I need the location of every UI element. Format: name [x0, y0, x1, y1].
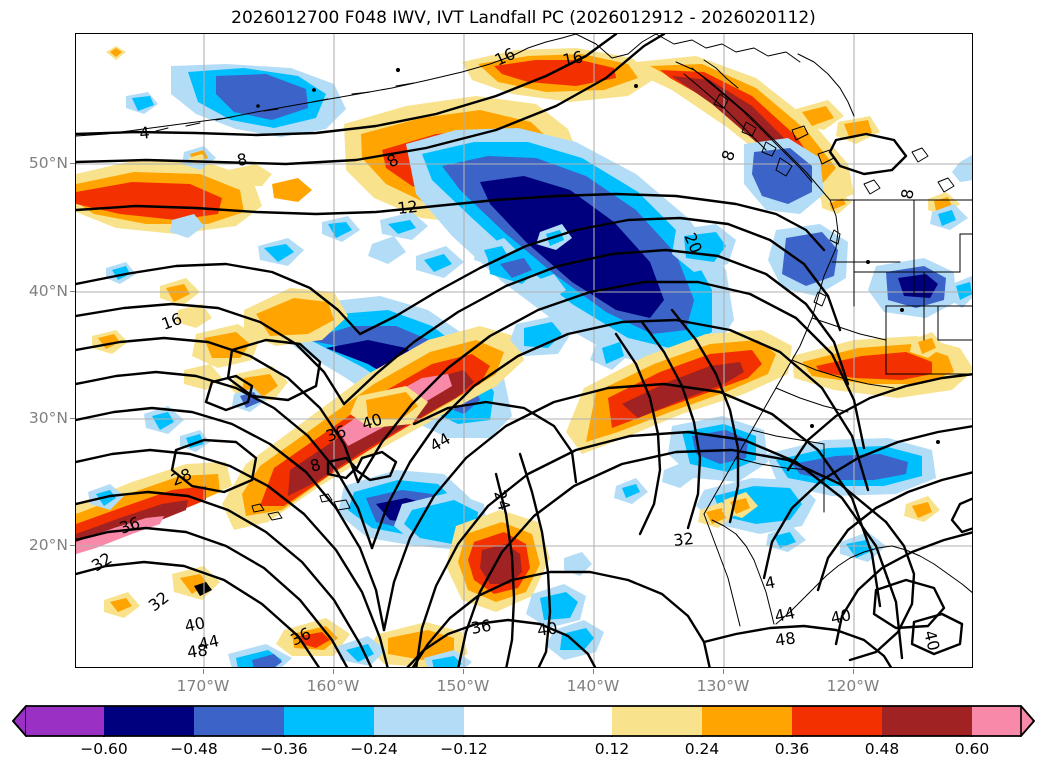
lat-tick-label-40n: 40°N — [28, 282, 68, 300]
lon-tick-130w — [723, 669, 725, 674]
map-plot-area[interactable]: 4 8 8 16 16 8 8 12 16 20 28 36 40 44 24 … — [75, 33, 973, 668]
svg-text:40: 40 — [920, 628, 943, 652]
svg-text:48: 48 — [186, 640, 209, 662]
colorbar-band-8 — [792, 706, 882, 736]
svg-text:44: 44 — [773, 603, 797, 626]
colorbar-tick-label-9: 0.60 — [954, 740, 990, 758]
colorbar-extend-max — [1020, 705, 1035, 737]
colorbar-tick-label-4: −0.12 — [440, 740, 488, 758]
lon-tick-label-150w: 150°W — [436, 677, 490, 695]
lat-tick-label-30n: 30°N — [28, 409, 68, 427]
lon-tick-label-120w: 120°W — [826, 677, 880, 695]
map-coastlines — [76, 34, 972, 627]
svg-text:44: 44 — [197, 631, 221, 654]
colorbar-tick-label-7: 0.36 — [774, 740, 810, 758]
svg-text:24: 24 — [490, 488, 514, 513]
colorbar-band-3 — [284, 706, 374, 736]
svg-text:36: 36 — [469, 616, 492, 638]
colorbar-tick-label-8: 0.48 — [864, 740, 900, 758]
lat-tick-40n — [70, 291, 75, 293]
lon-tick-label-130w: 130°W — [696, 677, 750, 695]
lon-tick-140w — [593, 669, 595, 674]
svg-text:16: 16 — [561, 47, 585, 70]
svg-text:4: 4 — [763, 572, 776, 592]
svg-text:4: 4 — [138, 123, 150, 143]
colorbar-outline — [12, 705, 1035, 737]
colorbar-band-6 — [612, 706, 702, 736]
colorbar[interactable] — [12, 705, 1035, 737]
colorbar-band-10 — [972, 706, 1021, 736]
colorbar-svg — [12, 705, 1035, 737]
svg-text:12: 12 — [396, 197, 418, 218]
colorbar-tick-label-5: 0.12 — [594, 740, 630, 758]
colorbar-tick-label-0: −0.60 — [80, 740, 128, 758]
lon-tick-label-160w: 160°W — [306, 677, 360, 695]
lon-tick-170w — [203, 669, 205, 674]
svg-text:40: 40 — [183, 613, 207, 636]
colorbar-band-9 — [882, 706, 972, 736]
lon-tick-label-140w: 140°W — [566, 677, 620, 695]
colorbar-tick-label-3: −0.24 — [350, 740, 398, 758]
colorbar-tick-label-6: 0.24 — [684, 740, 720, 758]
lat-tick-50n — [70, 163, 75, 165]
lat-tick-20n — [70, 545, 75, 547]
colorbar-band-7 — [702, 706, 792, 736]
svg-text:8: 8 — [897, 187, 917, 200]
map-gridlines — [76, 34, 972, 667]
lat-tick-label-50n: 50°N — [28, 154, 68, 172]
colorbar-tick-label-2: −0.36 — [260, 740, 308, 758]
lon-tick-150w — [463, 669, 465, 674]
svg-text:48: 48 — [774, 628, 797, 650]
svg-text:8: 8 — [235, 149, 248, 169]
colorbar-band-1 — [104, 706, 194, 736]
svg-text:8: 8 — [308, 455, 323, 476]
colorbar-band-5 — [464, 706, 612, 736]
ivt-contour-lines — [76, 34, 972, 667]
colorbar-extend-min — [12, 705, 27, 737]
colorbar-band-0 — [26, 706, 104, 736]
svg-text:40: 40 — [829, 605, 853, 628]
lat-tick-30n — [70, 418, 75, 420]
lon-tick-160w — [333, 669, 335, 674]
colorbar-band-4 — [374, 706, 464, 736]
page-title: 2026012700 F048 IWV, IVT Landfall PC (20… — [231, 8, 816, 28]
colorbar-band-2 — [194, 706, 284, 736]
svg-text:32: 32 — [672, 529, 694, 550]
colorbar-tick-label-1: −0.48 — [170, 740, 218, 758]
lon-tick-label-170w: 170°W — [176, 677, 230, 695]
map-svg: 4 8 8 16 16 8 8 12 16 20 28 36 40 44 24 … — [76, 34, 972, 667]
svg-text:40: 40 — [536, 618, 559, 640]
lon-tick-120w — [853, 669, 855, 674]
lat-tick-label-20n: 20°N — [28, 536, 68, 554]
